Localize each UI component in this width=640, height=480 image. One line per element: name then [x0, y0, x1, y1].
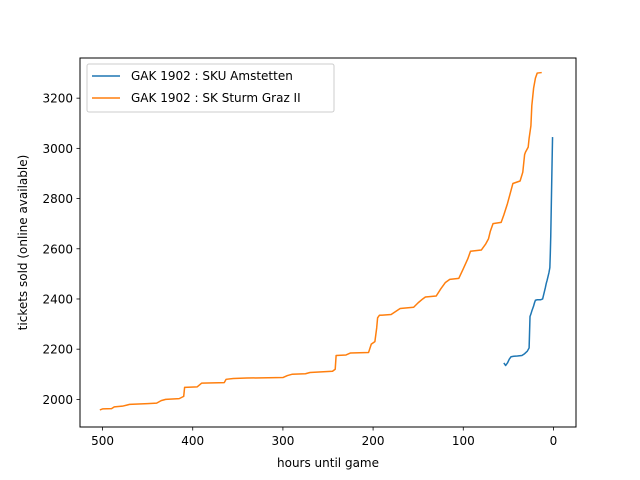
series-layer — [99, 71, 554, 411]
x-axis-label: hours until game — [277, 456, 379, 470]
legend-label-amstetten: GAK 1902 : SKU Amstetten — [131, 69, 293, 83]
y-tick-label: 2800 — [42, 192, 73, 206]
legend-box — [86, 63, 335, 113]
x-tick-label: 100 — [452, 434, 475, 448]
series-line-1 — [99, 71, 542, 411]
y-axis-label: tickets sold (online available) — [16, 155, 30, 331]
x-tick-label: 400 — [181, 434, 204, 448]
legend: GAK 1902 : SKU Amstetten GAK 1902 : SK S… — [86, 63, 335, 113]
y-tick-label: 2000 — [42, 393, 73, 407]
x-axis: 500 400 300 200 100 0 — [91, 427, 557, 448]
y-axis: 2000 2200 2400 2600 2800 3000 3200 — [42, 92, 80, 407]
y-tick-label: 2600 — [42, 242, 73, 256]
x-tick-label: 300 — [271, 434, 294, 448]
y-tick-label: 2400 — [42, 292, 73, 306]
y-tick-label: 3000 — [42, 142, 73, 156]
legend-label-sturm-graz: GAK 1902 : SK Sturm Graz II — [131, 91, 301, 105]
x-tick-label: 500 — [91, 434, 114, 448]
plot-frame — [79, 57, 577, 428]
x-tick-label: 200 — [362, 434, 385, 448]
y-tick-label: 2200 — [42, 343, 73, 357]
series-line-0 — [503, 137, 554, 367]
x-tick-label: 0 — [550, 434, 558, 448]
y-tick-label: 3200 — [42, 92, 73, 106]
